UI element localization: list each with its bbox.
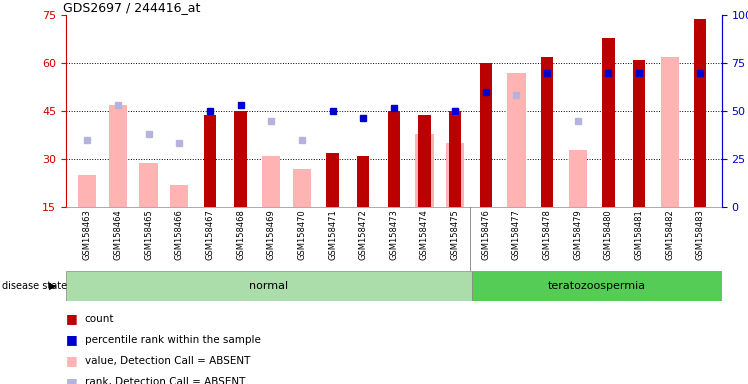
Text: GSM158469: GSM158469 [267, 209, 276, 260]
Text: ■: ■ [66, 333, 78, 346]
Text: GSM158476: GSM158476 [481, 209, 490, 260]
Bar [108, 105, 127, 207]
Bar [694, 18, 707, 207]
Bar [541, 57, 554, 207]
Text: normal: normal [249, 281, 289, 291]
Bar [170, 185, 188, 207]
Bar [203, 114, 216, 207]
Bar [507, 73, 526, 207]
Text: disease state: disease state [2, 281, 67, 291]
Text: ■: ■ [66, 312, 78, 325]
Text: ■: ■ [66, 354, 78, 367]
Text: GDS2697 / 244416_at: GDS2697 / 244416_at [63, 1, 200, 14]
Text: GSM158481: GSM158481 [634, 209, 643, 260]
Text: value, Detection Call = ABSENT: value, Detection Call = ABSENT [85, 356, 250, 366]
Text: GSM158468: GSM158468 [236, 209, 245, 260]
Bar [387, 111, 400, 207]
Text: GSM158471: GSM158471 [328, 209, 337, 260]
Text: GSM158464: GSM158464 [114, 209, 123, 260]
Text: GSM158465: GSM158465 [144, 209, 153, 260]
Text: GSM158472: GSM158472 [359, 209, 368, 260]
Text: GSM158482: GSM158482 [665, 209, 674, 260]
Text: ▶: ▶ [49, 281, 56, 291]
Text: GSM158475: GSM158475 [450, 209, 459, 260]
Text: GSM158479: GSM158479 [573, 209, 582, 260]
Bar [262, 156, 280, 207]
Bar [449, 111, 462, 207]
Bar [660, 57, 679, 207]
Bar [78, 175, 96, 207]
Bar [415, 134, 434, 207]
Text: rank, Detection Call = ABSENT: rank, Detection Call = ABSENT [85, 377, 245, 384]
Text: GSM158463: GSM158463 [83, 209, 92, 260]
Bar [633, 60, 646, 207]
Bar [139, 162, 158, 207]
Bar [234, 111, 247, 207]
Bar [472, 271, 722, 301]
Text: ■: ■ [66, 376, 78, 384]
Text: GSM158466: GSM158466 [175, 209, 184, 260]
Text: GSM158470: GSM158470 [298, 209, 307, 260]
Text: GSM158478: GSM158478 [542, 209, 551, 260]
Bar [357, 156, 370, 207]
Text: GSM158477: GSM158477 [512, 209, 521, 260]
Text: GSM158467: GSM158467 [206, 209, 215, 260]
Text: percentile rank within the sample: percentile rank within the sample [85, 335, 260, 345]
Text: GSM158473: GSM158473 [389, 209, 399, 260]
Bar [602, 38, 615, 207]
Text: GSM158483: GSM158483 [696, 209, 705, 260]
Text: teratozoospermia: teratozoospermia [548, 281, 646, 291]
Text: count: count [85, 314, 114, 324]
Bar [66, 271, 472, 301]
Bar [479, 63, 492, 207]
Bar [568, 150, 587, 207]
Bar [418, 114, 431, 207]
Text: GSM158474: GSM158474 [420, 209, 429, 260]
Bar [326, 153, 339, 207]
Text: GSM158480: GSM158480 [604, 209, 613, 260]
Bar [292, 169, 311, 207]
Bar [446, 143, 465, 207]
